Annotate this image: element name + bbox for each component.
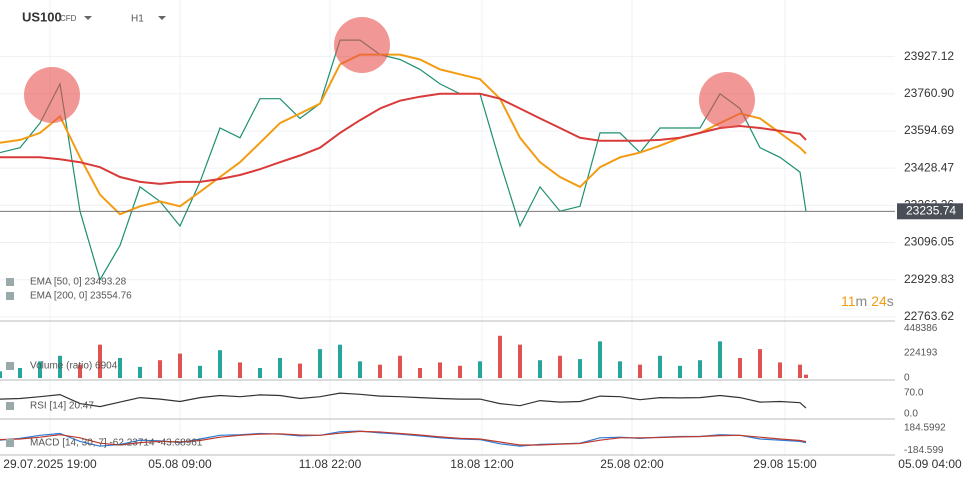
volume-bar [538, 360, 542, 378]
volume-bar [618, 361, 622, 378]
volume-bar [598, 341, 602, 378]
volume-bar [258, 368, 262, 378]
volume-bar [758, 349, 762, 378]
series-line [0, 430, 807, 446]
volume-bar [438, 362, 442, 378]
volume-bar [478, 361, 482, 378]
last-price-label: 23235.74 [906, 203, 956, 217]
panel-title: RSI [14] 20.47 [30, 401, 94, 412]
x-tick-label: 05.08 09:00 [148, 457, 212, 471]
volume-bar [58, 355, 62, 378]
highlight-circle [334, 17, 390, 73]
volume-bar [458, 365, 462, 378]
dropdown-arrow[interactable] [84, 16, 92, 20]
y-tick-label: 23428.47 [904, 160, 954, 174]
volume-bar [318, 349, 322, 378]
y-tick-label: 23760.90 [904, 86, 954, 100]
legend-icon [6, 362, 14, 370]
y-tick-label: -184.599 [904, 445, 944, 456]
legend-entry: EMA [50, 0] 23493.28 [30, 277, 127, 288]
countdown-minutes: 11 [841, 293, 856, 309]
volume-bar [498, 335, 502, 378]
volume-bar [198, 365, 202, 378]
panel-title: MACD [14, 30, 7] -62.23714 -43.68961 [30, 438, 203, 449]
countdown: 11m 24s [841, 293, 894, 309]
volume-bar [638, 364, 642, 378]
volume-bar [698, 360, 702, 378]
legend-icon [6, 292, 14, 300]
y-tick-label: 23594.69 [904, 123, 954, 137]
volume-bar [518, 344, 522, 378]
y-tick-label: 22763.62 [904, 309, 954, 323]
y-tick-label: 23096.05 [904, 235, 954, 249]
series-line [0, 39, 807, 282]
countdown-unit: s [887, 293, 894, 309]
y-tick-label: 184.5992 [904, 422, 946, 433]
marks [0, 39, 895, 447]
panel-title: Volume (ratio) 6904 [30, 361, 118, 372]
dropdown-arrow[interactable] [158, 16, 166, 20]
volume-bar [18, 368, 22, 378]
y-tick-label: 224193 [904, 348, 938, 359]
y-tick-label: 70.0 [904, 388, 924, 399]
highlight-circle [24, 67, 80, 123]
x-tick-label: 05.09 04:00 [898, 457, 962, 471]
x-tick-label: 18.08 12:00 [450, 457, 514, 471]
y-tick-label: 0.0 [904, 409, 918, 420]
x-tick-label: 29.07.2025 19:00 [3, 457, 97, 471]
y-tick-label: 22929.83 [904, 272, 954, 286]
panel-separators [0, 320, 895, 456]
labels: 29.07.2025 19:00 05.08 09:00 11.08 22:00 18… [3, 49, 963, 471]
volume-bar [238, 362, 242, 378]
x-tick-label: 25.08 02:00 [600, 457, 664, 471]
volume-bar [158, 360, 162, 378]
timeframe[interactable]: H1 [131, 14, 144, 25]
volume-bar [98, 344, 102, 378]
symbol[interactable]: US100 [22, 9, 62, 24]
series-line [0, 92, 807, 185]
legend-entry: EMA [200, 0] 23554.76 [30, 291, 132, 302]
legend-icon [6, 278, 14, 286]
countdown-unit: m [856, 293, 868, 309]
volume-bar [78, 364, 82, 378]
volume-bar [338, 344, 342, 378]
volume-bar [558, 355, 562, 378]
volume-bar [804, 374, 808, 378]
instrument-type: CFD [60, 14, 77, 23]
volume-bar [378, 364, 382, 378]
countdown-seconds: 24 [871, 293, 887, 309]
volume-bar [38, 361, 42, 378]
volume-bar [178, 353, 182, 378]
volume-bar [578, 359, 582, 378]
volume-bar [778, 362, 782, 378]
x-tick-label: 29.08 15:00 [753, 457, 817, 471]
toolbar: US100 CFD H1 [22, 9, 166, 25]
volume-bar [678, 365, 682, 378]
volume-bar [218, 350, 222, 378]
y-tick-label: 448386 [904, 323, 938, 334]
highlight-circle [699, 72, 755, 128]
volume-bar [798, 364, 802, 378]
y-tick-label: 23927.12 [904, 49, 954, 63]
y-tick-label: 0 [904, 373, 910, 384]
volume-bar [418, 368, 422, 378]
volume-bar [658, 355, 662, 378]
volume-bar [358, 361, 362, 378]
legend-icon [6, 439, 14, 447]
volume-bar [138, 366, 142, 378]
volume-bar [718, 341, 722, 378]
volume-bar [278, 358, 282, 378]
x-tick-label: 11.08 22:00 [299, 457, 362, 471]
volume-bar [398, 355, 402, 378]
volume-bar [118, 358, 122, 378]
volume-bar [738, 358, 742, 378]
highlights [24, 17, 755, 128]
series-line [0, 392, 807, 409]
volume-bar [298, 363, 302, 378]
last-price-box [897, 203, 963, 220]
volume-bar [0, 371, 2, 378]
legend-icon [6, 402, 14, 410]
